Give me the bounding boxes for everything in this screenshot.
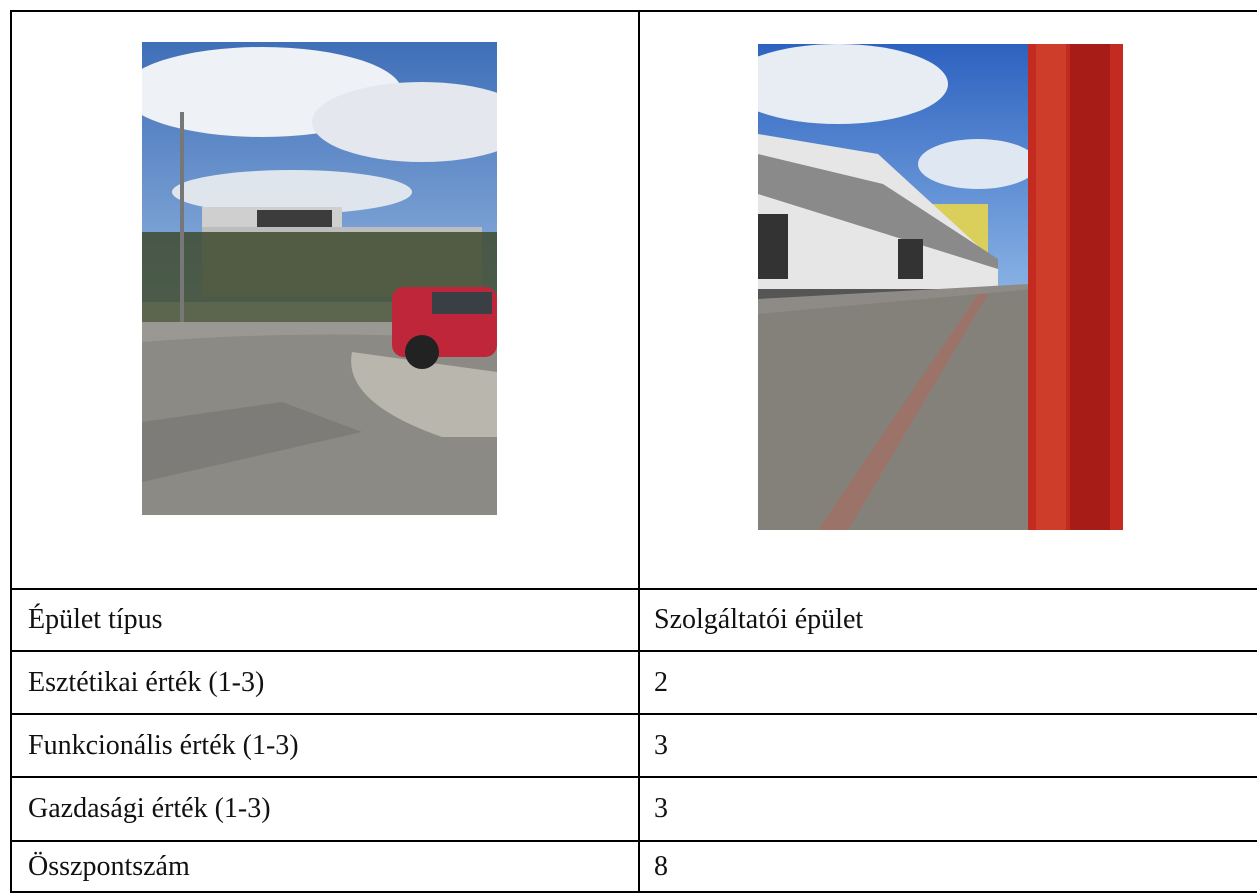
photo-street-corner bbox=[142, 42, 497, 515]
criterion-label: Esztétikai érték (1-3) bbox=[28, 669, 264, 697]
value-cell: 3 bbox=[638, 776, 1257, 842]
criterion-value: 8 bbox=[654, 853, 668, 881]
criterion-cell: Gazdasági érték (1-3) bbox=[12, 776, 640, 842]
value-cell: 2 bbox=[638, 650, 1257, 715]
page: Épület típus Szolgáltatói épület Esztétika… bbox=[0, 0, 1257, 895]
value-cell: 3 bbox=[638, 713, 1257, 778]
criterion-value: Szolgáltatói épület bbox=[654, 606, 863, 634]
criterion-cell: Összpontszám bbox=[12, 840, 640, 893]
criterion-value: 2 bbox=[654, 669, 668, 697]
value-cell: 8 bbox=[638, 840, 1257, 893]
criterion-value: 3 bbox=[654, 732, 668, 760]
value-cell: Szolgáltatói épület bbox=[638, 588, 1257, 652]
criterion-label: Funkcionális érték (1-3) bbox=[28, 732, 299, 760]
photo-service-building bbox=[758, 44, 1123, 530]
criterion-cell: Esztétikai érték (1-3) bbox=[12, 650, 640, 715]
criterion-label: Épület típus bbox=[28, 606, 163, 634]
criterion-label: Összpontszám bbox=[28, 853, 190, 881]
criterion-value: 3 bbox=[654, 795, 668, 823]
criterion-label: Gazdasági érték (1-3) bbox=[28, 795, 271, 823]
criterion-cell: Épület típus bbox=[12, 588, 640, 652]
criterion-cell: Funkcionális érték (1-3) bbox=[12, 713, 640, 778]
